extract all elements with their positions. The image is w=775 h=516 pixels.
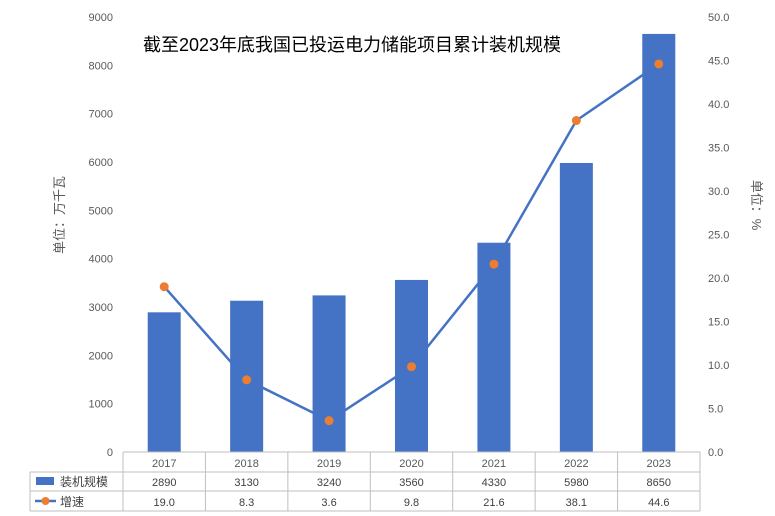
line-point <box>654 59 664 69</box>
legend-swatch-bar <box>36 477 54 485</box>
line-value-label: 8.3 <box>239 497 254 509</box>
line-point <box>489 259 499 269</box>
x-tick-label: 2020 <box>399 458 423 470</box>
x-tick-label: 2021 <box>482 458 506 470</box>
bar <box>559 162 593 452</box>
y-tick-label: 6000 <box>89 157 113 169</box>
y2-tick-label: 35.0 <box>708 143 729 155</box>
y-tick-label: 7000 <box>89 109 113 121</box>
x-tick-label: 2018 <box>234 458 258 470</box>
bar <box>312 295 346 452</box>
y2-tick-label: 45.0 <box>708 56 729 68</box>
y-tick-label: 2000 <box>89 350 113 362</box>
line-value-label: 19.0 <box>154 497 175 509</box>
y-tick-label: 0 <box>107 447 113 459</box>
bar-value-label: 3560 <box>399 477 423 489</box>
y2-tick-label: 15.0 <box>708 317 729 329</box>
line-value-label: 9.8 <box>404 497 419 509</box>
x-tick-label: 2017 <box>152 458 176 470</box>
y2-tick-label: 0.0 <box>708 447 723 459</box>
bar-value-label: 3240 <box>317 477 341 489</box>
y-tick-label: 4000 <box>89 254 113 266</box>
line-point <box>242 375 252 385</box>
bar <box>147 312 181 452</box>
y2-axis-label: 单位：% <box>749 180 764 231</box>
line-point <box>159 282 169 292</box>
x-tick-label: 2022 <box>564 458 588 470</box>
y2-axis-ticks: 0.0 5.0 10.0 15.0 20.0 25.0 30.0 35.0 40.0 45.0 50… <box>708 12 729 459</box>
bar <box>642 33 676 453</box>
line-value-label: 3.6 <box>321 497 336 509</box>
line-point <box>324 416 334 426</box>
line-series <box>159 59 664 426</box>
y-tick-label: 3000 <box>89 302 113 314</box>
bar-value-label: 4330 <box>482 477 506 489</box>
bar <box>477 242 511 452</box>
legend-swatch-marker <box>41 497 50 505</box>
y-axis-label: 单位：万千瓦 <box>52 176 67 254</box>
line-value-label: 21.6 <box>483 497 504 509</box>
x-tick-label: 2023 <box>647 458 671 470</box>
y2-tick-label: 40.0 <box>708 99 729 111</box>
line-value-label: 38.1 <box>566 497 587 509</box>
y-tick-label: 8000 <box>89 60 113 72</box>
bar-series <box>147 33 676 453</box>
bar-value-label: 3130 <box>234 477 258 489</box>
legend-label-line: 增速 <box>60 495 84 509</box>
y2-tick-label: 10.0 <box>708 360 729 372</box>
y2-tick-label: 20.0 <box>708 273 729 285</box>
line-point <box>571 116 581 126</box>
x-tick-label: 2019 <box>317 458 341 470</box>
bar-value-label: 8650 <box>647 477 671 489</box>
y2-tick-label: 25.0 <box>708 230 729 242</box>
bar-value-label: 2890 <box>152 477 176 489</box>
y-tick-label: 9000 <box>89 12 113 24</box>
y2-tick-label: 5.0 <box>708 404 723 416</box>
y2-tick-label: 50.0 <box>708 12 729 24</box>
y2-tick-label: 30.0 <box>708 186 729 198</box>
y-tick-label: 1000 <box>89 399 113 411</box>
legend-label-bar: 装机规模 <box>60 474 108 489</box>
line-point <box>407 362 416 372</box>
y-tick-label: 5000 <box>89 205 113 217</box>
chart-title: 截至2023年底我国已投运电力储能项目累计装机规模 <box>143 35 561 55</box>
data-table: 2017 2018 2019 2020 2021 2022 2023 2890 3130 3240… <box>29 451 701 512</box>
bar-value-label: 5980 <box>564 477 588 489</box>
line-value-label: 44.6 <box>648 497 669 509</box>
y-axis-ticks: 0 1000 2000 3000 4000 5000 6000 7000 8000 9000 <box>89 12 113 459</box>
